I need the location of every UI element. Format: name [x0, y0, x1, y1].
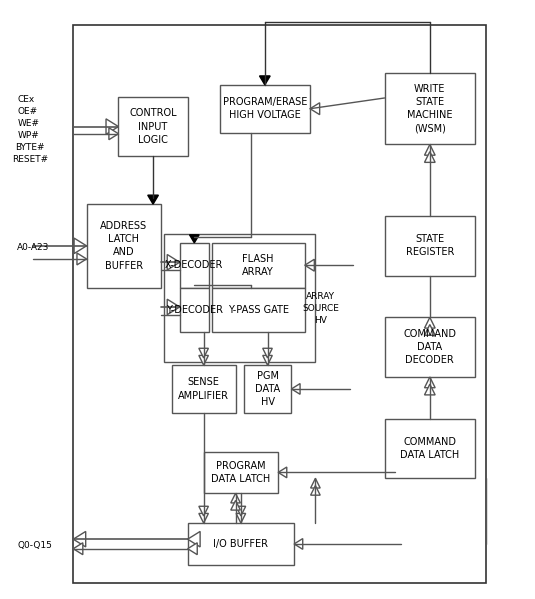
Polygon shape — [424, 384, 435, 395]
FancyBboxPatch shape — [212, 288, 305, 332]
Text: STATE
REGISTER: STATE REGISTER — [406, 234, 454, 258]
Text: X-DECODER: X-DECODER — [165, 260, 224, 270]
Text: BYTE#: BYTE# — [14, 143, 44, 152]
Polygon shape — [199, 506, 209, 516]
Polygon shape — [424, 325, 435, 335]
Polygon shape — [263, 348, 272, 358]
Polygon shape — [424, 152, 435, 162]
Polygon shape — [199, 355, 209, 365]
Text: FLASH
ARRAY: FLASH ARRAY — [242, 253, 274, 277]
Polygon shape — [188, 543, 197, 555]
Polygon shape — [109, 128, 118, 140]
Text: COMMAND
DATA
DECODER: COMMAND DATA DECODER — [403, 329, 456, 365]
FancyBboxPatch shape — [188, 523, 294, 565]
FancyBboxPatch shape — [243, 365, 292, 413]
Text: ADDRESS
LATCH
AND
BUFFER: ADDRESS LATCH AND BUFFER — [100, 221, 147, 271]
Text: WE#: WE# — [17, 119, 40, 128]
Polygon shape — [189, 235, 199, 243]
Polygon shape — [148, 195, 158, 204]
Text: Y-DECODER: Y-DECODER — [166, 305, 223, 315]
FancyBboxPatch shape — [385, 73, 475, 144]
Polygon shape — [292, 383, 300, 394]
Text: Y-PASS GATE: Y-PASS GATE — [228, 305, 289, 315]
Polygon shape — [236, 506, 246, 516]
FancyBboxPatch shape — [212, 243, 305, 288]
Text: OE#: OE# — [17, 107, 37, 116]
Bar — [73, 25, 486, 583]
Bar — [164, 234, 316, 362]
Text: RESET#: RESET# — [12, 155, 48, 164]
Polygon shape — [278, 467, 287, 478]
FancyBboxPatch shape — [385, 317, 475, 377]
Text: CONTROL
INPUT
LOGIC: CONTROL INPUT LOGIC — [129, 108, 177, 145]
Text: CEx: CEx — [17, 95, 35, 104]
FancyBboxPatch shape — [172, 365, 235, 413]
Polygon shape — [199, 348, 209, 358]
Polygon shape — [73, 531, 86, 547]
Polygon shape — [106, 119, 118, 134]
Polygon shape — [305, 259, 315, 271]
FancyBboxPatch shape — [219, 85, 310, 132]
Polygon shape — [310, 103, 319, 114]
FancyBboxPatch shape — [87, 204, 161, 288]
Polygon shape — [188, 531, 200, 547]
Polygon shape — [74, 238, 87, 253]
FancyBboxPatch shape — [385, 216, 475, 276]
FancyBboxPatch shape — [180, 288, 209, 332]
Text: SENSE
AMPLIFIER: SENSE AMPLIFIER — [178, 377, 229, 401]
Text: WP#: WP# — [17, 131, 39, 140]
FancyBboxPatch shape — [180, 243, 209, 288]
Text: ARRAY
SOURCE
HV: ARRAY SOURCE HV — [302, 292, 339, 325]
Polygon shape — [424, 317, 435, 328]
FancyBboxPatch shape — [204, 452, 278, 493]
Polygon shape — [77, 253, 87, 265]
FancyBboxPatch shape — [118, 97, 188, 156]
Polygon shape — [236, 513, 246, 523]
Polygon shape — [424, 377, 435, 388]
Polygon shape — [231, 493, 240, 503]
Polygon shape — [424, 144, 435, 155]
Text: WRITE
STATE
MACHINE
(WSM): WRITE STATE MACHINE (WSM) — [407, 84, 453, 134]
Text: PROGRAM/ERASE
HIGH VOLTAGE: PROGRAM/ERASE HIGH VOLTAGE — [223, 97, 307, 120]
Polygon shape — [259, 76, 270, 85]
FancyBboxPatch shape — [385, 419, 475, 479]
Text: I/O BUFFER: I/O BUFFER — [213, 539, 269, 549]
Polygon shape — [73, 543, 83, 555]
Text: PGM
DATA
HV: PGM DATA HV — [255, 371, 280, 407]
Text: Q0-Q15: Q0-Q15 — [17, 541, 52, 550]
Polygon shape — [199, 513, 209, 523]
Polygon shape — [311, 479, 320, 488]
Polygon shape — [167, 300, 180, 314]
Polygon shape — [263, 355, 272, 365]
Text: COMMAND
DATA LATCH: COMMAND DATA LATCH — [400, 437, 460, 460]
Text: PROGRAM
DATA LATCH: PROGRAM DATA LATCH — [211, 461, 271, 484]
Polygon shape — [311, 486, 320, 495]
Polygon shape — [294, 539, 303, 549]
Polygon shape — [231, 500, 240, 510]
Polygon shape — [167, 255, 180, 270]
Text: A0-A23: A0-A23 — [17, 243, 50, 252]
